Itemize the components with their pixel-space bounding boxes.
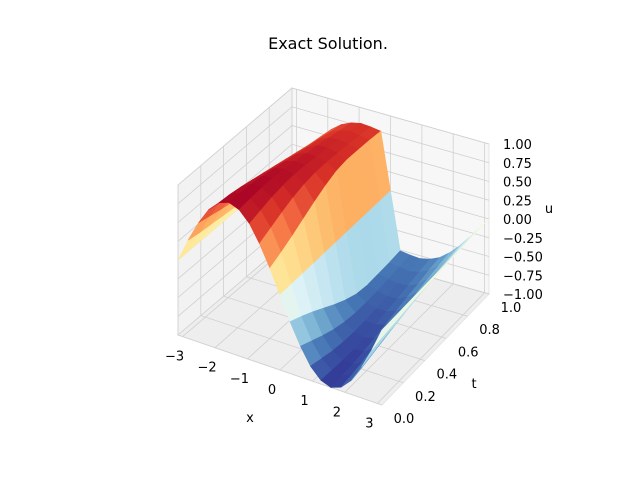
surface-face xyxy=(371,318,393,350)
y-tick-label: 1.0 xyxy=(501,301,522,316)
z-axis-label: u xyxy=(545,202,553,217)
surface-plot xyxy=(177,122,490,388)
z-tick-label: 0.75 xyxy=(503,157,532,172)
z-tick-label: −1.00 xyxy=(503,288,543,303)
z-tick-label: 0.00 xyxy=(503,213,532,228)
x-tick-label: −3 xyxy=(165,350,184,365)
x-tick-label: 0 xyxy=(268,383,276,398)
y-axis-label: t xyxy=(471,377,476,392)
z-gridline xyxy=(177,106,490,205)
x-tick-label: 1 xyxy=(300,394,308,409)
x-tick-label: 3 xyxy=(365,416,373,431)
z-tick-label: −0.50 xyxy=(503,251,543,266)
z-tick-label: 0.50 xyxy=(503,176,532,191)
y-tick-label: 0.8 xyxy=(479,323,500,338)
chart-title: Exact Solution. xyxy=(268,34,388,53)
x-tick-label: 2 xyxy=(333,405,341,420)
z-gridline xyxy=(177,125,490,223)
z-tick-label: 1.00 xyxy=(503,138,532,153)
z-tick-label: 0.25 xyxy=(503,194,532,209)
y-tick-label: 0.0 xyxy=(394,412,415,427)
tick-labels: −3 −2 −1 0 1 2 3 0.00.20.40.60.81.0−1.00 −0.75 −0… xyxy=(165,138,543,431)
x-tick-label: −1 xyxy=(230,372,249,387)
z-gridline xyxy=(177,87,490,186)
x-tick-label: −2 xyxy=(198,361,217,376)
y-tick-label: 0.4 xyxy=(436,368,457,383)
z-tick-label: −0.25 xyxy=(503,232,543,247)
y-tick-label: 0.6 xyxy=(458,345,479,360)
x-axis-label: x xyxy=(246,411,254,426)
z-tick-label: −0.75 xyxy=(503,269,543,284)
y-tick-label: 0.2 xyxy=(415,390,436,405)
